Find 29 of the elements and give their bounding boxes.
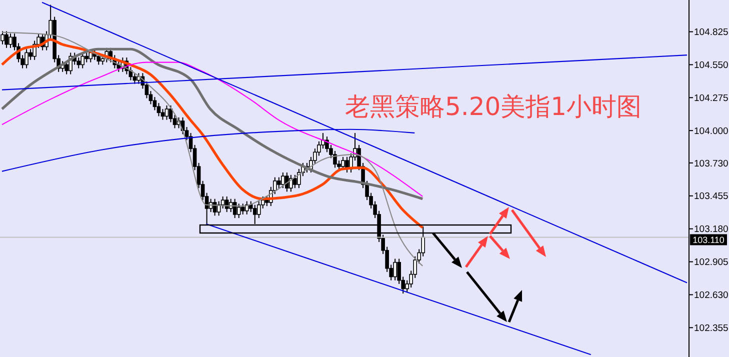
candlestick bbox=[393, 258, 397, 281]
y-tick-label: 103.455 bbox=[694, 191, 728, 202]
y-tick-label: 102.630 bbox=[694, 290, 728, 302]
y-tick-label: 104.000 bbox=[694, 126, 728, 137]
y-tick-label: 103.730 bbox=[694, 158, 728, 170]
y-tick-label: 104.275 bbox=[694, 93, 728, 104]
candlestick bbox=[252, 204, 257, 225]
candlestick bbox=[24, 48, 28, 69]
y-tick-label: 102.905 bbox=[694, 257, 728, 268]
candlestick bbox=[80, 52, 85, 69]
candlestick bbox=[0, 30, 4, 45]
candlestick bbox=[277, 176, 281, 189]
y-tick-label: 103.180 bbox=[694, 224, 728, 236]
candlestick bbox=[8, 33, 12, 48]
candlestick bbox=[4, 30, 8, 48]
ref-line-label: 103.110 bbox=[692, 235, 724, 245]
text: 老黑策略5.20美指1小时图 bbox=[345, 91, 642, 123]
candlestick bbox=[289, 174, 293, 192]
y-tick-label: 104.825 bbox=[694, 27, 728, 38]
candlestick bbox=[236, 203, 241, 219]
y-tick-label: 102.355 bbox=[694, 323, 728, 334]
candlestick bbox=[156, 102, 161, 117]
candlestick bbox=[281, 172, 285, 189]
y-tick-label: 104.550 bbox=[694, 60, 728, 72]
candlestick bbox=[84, 52, 89, 63]
candlestick bbox=[160, 108, 165, 120]
candlestick bbox=[164, 104, 169, 120]
candlestick bbox=[285, 172, 289, 192]
candlestick bbox=[293, 174, 297, 189]
